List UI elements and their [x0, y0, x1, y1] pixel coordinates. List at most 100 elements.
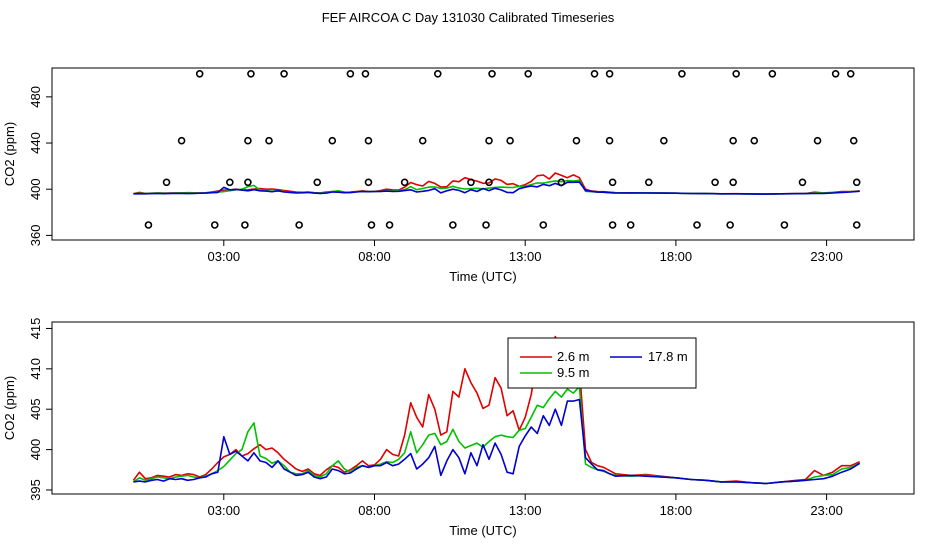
bottom-x-tick-label: 08:00 — [358, 503, 391, 518]
top-y-axis-label: CO2 (ppm) — [2, 122, 17, 186]
outlier-point — [346, 69, 355, 78]
outlier-point — [177, 136, 186, 145]
outlier-point — [418, 136, 427, 145]
legend-box — [507, 337, 697, 389]
outlier-point — [608, 221, 617, 229]
bottom-y-tick-label: 400 — [28, 439, 43, 461]
bottom-x-tick-label: 03:00 — [208, 503, 241, 518]
legend-label-2-6m: 2.6 m — [557, 349, 590, 364]
outlier-point — [846, 69, 855, 78]
outlier-point — [244, 178, 252, 187]
outlier-point — [506, 136, 514, 145]
outlier-point — [295, 221, 303, 229]
outlier-point — [608, 178, 617, 187]
outlier-point — [852, 221, 861, 229]
bottom-plot-frame — [51, 321, 915, 495]
outlier-point — [831, 69, 840, 78]
outlier-point — [313, 178, 322, 187]
top-x-axis-label: Time (UTC) — [449, 269, 516, 284]
outlier-point — [644, 178, 653, 187]
bottom-x-tick-label: 18:00 — [660, 503, 693, 518]
outlier-point — [726, 221, 734, 229]
outlier-point — [328, 136, 337, 145]
bottom-y-tick-label: 410 — [28, 358, 43, 380]
bottom-series-line-17-8-m — [133, 398, 861, 485]
outlier-point — [485, 178, 493, 187]
outlier-point — [195, 69, 204, 78]
top-x-tick-label: 08:00 — [358, 249, 391, 264]
outlier-point — [364, 136, 373, 145]
outlier-point — [162, 178, 171, 187]
outlier-point — [449, 221, 457, 229]
top-x-tick-label: 03:00 — [208, 249, 241, 264]
outlier-point — [226, 178, 234, 187]
outlier-point — [572, 136, 581, 145]
outlier-point — [813, 136, 822, 145]
outlier-point — [241, 221, 249, 229]
outlier-point — [385, 221, 394, 229]
legend-label-9-5m: 9.5 m — [557, 365, 590, 380]
outlier-point — [729, 136, 737, 145]
outlier-point — [539, 221, 548, 229]
outlier-point — [732, 69, 740, 78]
outlier-point — [280, 69, 288, 78]
outlier-point — [626, 221, 635, 229]
outlier-point — [605, 136, 614, 145]
top-y-tick-label: 400 — [28, 178, 43, 200]
top-x-tick-label: 18:00 — [660, 249, 693, 264]
bottom-panel: 03:00 08:00 13:00 18:00 23:00 395 400 405 410 41… — [2, 318, 915, 538]
top-y-tick-label: 440 — [28, 132, 43, 154]
bottom-series-line-2-6-m — [132, 335, 861, 485]
outlier-point — [265, 136, 273, 145]
outlier-point — [400, 178, 409, 187]
outlier-point — [711, 178, 719, 187]
outlier-point — [210, 221, 219, 229]
bottom-series-layer — [132, 335, 861, 485]
top-x-tick-label: 23:00 — [810, 249, 843, 264]
outlier-point — [693, 221, 701, 229]
top-y-tick-label: 360 — [28, 225, 43, 247]
top-series-line-17-8-m — [133, 181, 860, 195]
outlier-point — [660, 136, 668, 145]
legend: 2.6 m 9.5 m 17.8 m — [507, 337, 697, 389]
outlier-point — [364, 178, 373, 187]
bottom-y-tick-label: 405 — [28, 398, 43, 420]
bottom-x-axis-label: Time (UTC) — [449, 523, 516, 538]
top-plot-frame — [51, 67, 915, 241]
outlier-point — [244, 136, 252, 145]
top-series-layer — [133, 172, 860, 195]
bottom-y-axis-label: CO2 (ppm) — [2, 376, 17, 440]
outlier-point — [367, 221, 376, 229]
outlier-point — [849, 136, 858, 145]
outlier-point — [247, 69, 255, 78]
bottom-series-line-9-5-m — [132, 385, 861, 485]
outlier-point — [729, 178, 737, 187]
bottom-y-tick-label: 415 — [28, 318, 43, 340]
legend-label-17-8m: 17.8 m — [648, 349, 688, 364]
bottom-y-axis: 395 400 405 410 415 — [28, 318, 52, 501]
top-panel: 03:00 08:00 13:00 18:00 23:00 360 400 440 480 T… — [2, 67, 915, 284]
outlier-point — [488, 69, 496, 78]
bottom-x-tick-label: 23:00 — [810, 503, 843, 518]
outlier-point — [467, 178, 475, 187]
outlier-point — [852, 178, 861, 187]
top-outlier-points — [144, 69, 861, 229]
outlier-point — [524, 69, 533, 78]
outlier-point — [678, 69, 686, 78]
outlier-point — [433, 69, 442, 78]
bottom-x-tick-label: 13:00 — [509, 503, 542, 518]
outlier-point — [605, 69, 614, 78]
outlier-point — [780, 221, 789, 229]
top-y-axis: 360 400 440 480 — [28, 86, 52, 246]
top-y-tick-label: 480 — [28, 86, 43, 108]
outlier-point — [557, 178, 566, 187]
top-x-axis: 03:00 08:00 13:00 18:00 23:00 — [208, 240, 843, 264]
bottom-y-tick-label: 395 — [28, 479, 43, 501]
outlier-point — [485, 136, 493, 145]
outlier-point — [750, 136, 759, 145]
top-series-line-9-5-m — [133, 179, 860, 195]
outlier-point — [482, 221, 490, 229]
outlier-point — [144, 221, 153, 229]
top-x-tick-label: 13:00 — [509, 249, 542, 264]
bottom-x-axis: 03:00 08:00 13:00 18:00 23:00 — [208, 494, 843, 518]
